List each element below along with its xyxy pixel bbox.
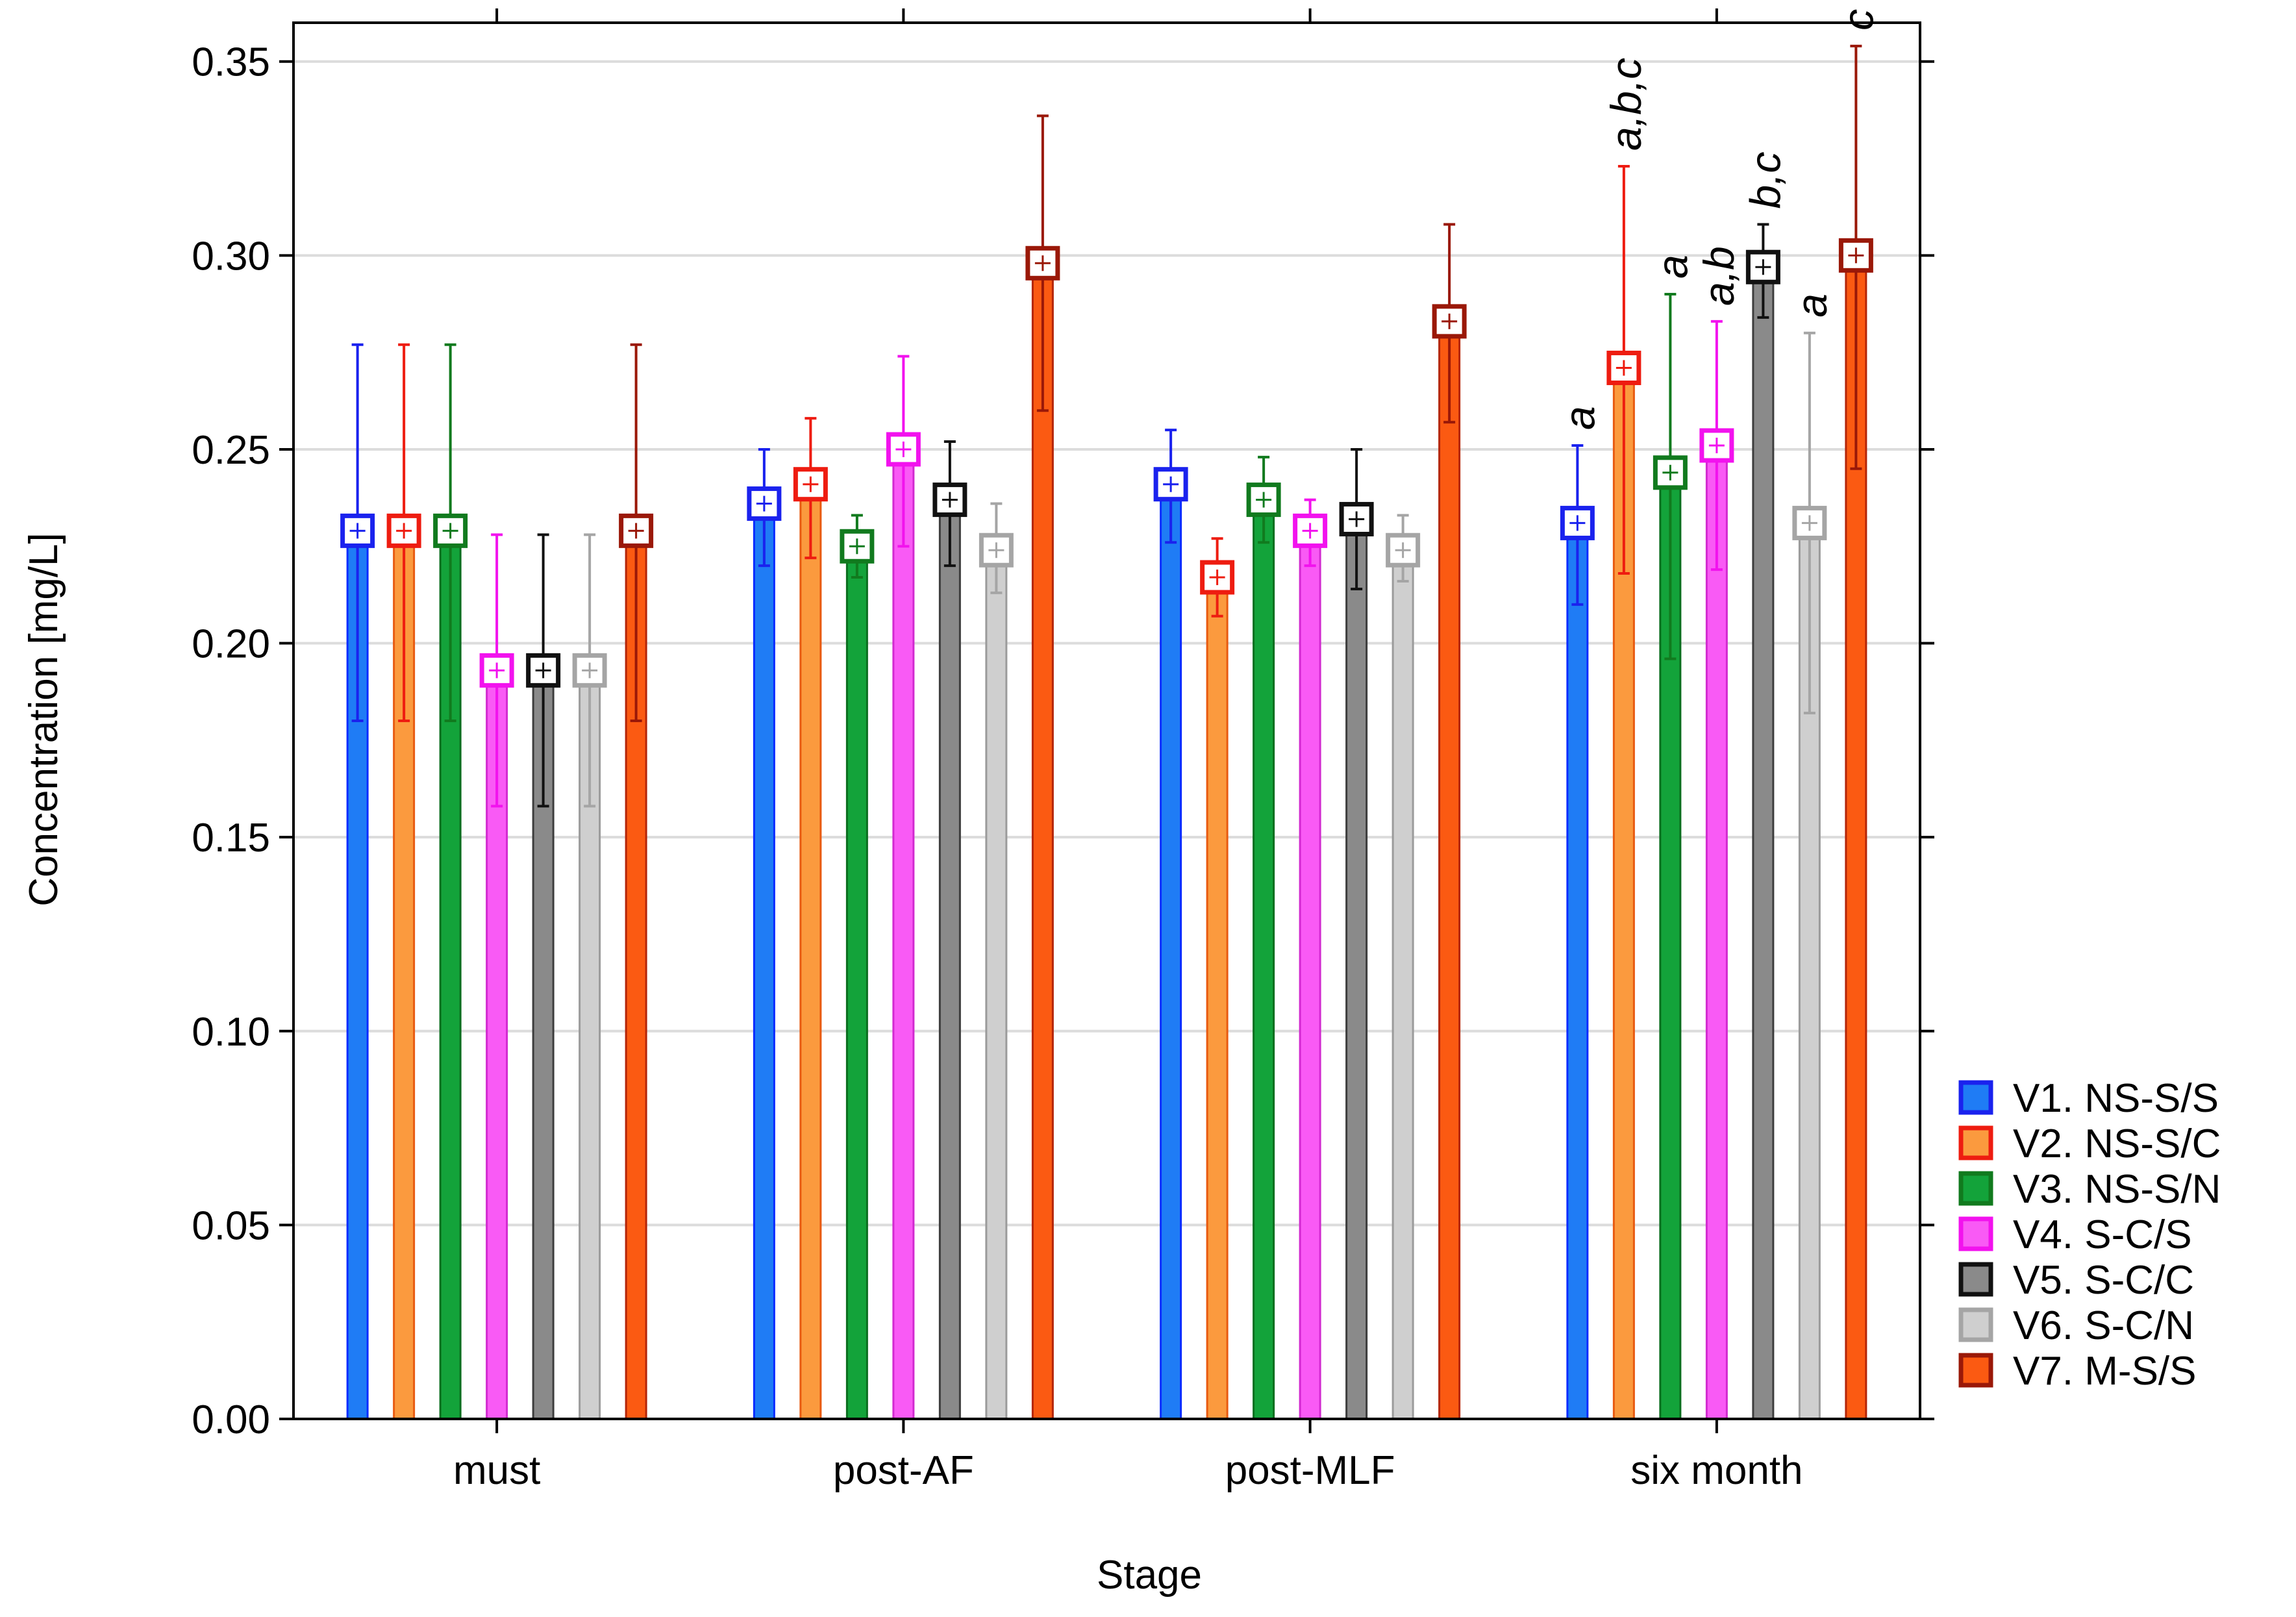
legend-label: V7. M-S/S bbox=[2013, 1349, 2197, 1394]
bar bbox=[845, 545, 868, 1420]
bar bbox=[1206, 576, 1229, 1420]
legend-swatch bbox=[1958, 1080, 1993, 1115]
bar bbox=[1031, 262, 1054, 1420]
annotation-label: a bbox=[1555, 406, 1603, 430]
mean-markers bbox=[340, 238, 1873, 688]
y-tick-label: 0.35 bbox=[192, 40, 270, 85]
legend-label: V2. NS-S/C bbox=[2013, 1122, 2221, 1166]
annotation-label: a bbox=[1648, 255, 1696, 279]
legend: V1. NS-S/SV2. NS-S/CV3. NS-S/NV4. S-C/SV… bbox=[1958, 1076, 2221, 1394]
annotation-label: a bbox=[1788, 294, 1836, 318]
bar bbox=[1299, 529, 1321, 1420]
bar bbox=[1705, 444, 1728, 1420]
legend-label: V6. S-C/N bbox=[2013, 1303, 2194, 1348]
x-tick-label: post-AF bbox=[833, 1448, 974, 1493]
annotation-label: c bbox=[1834, 9, 1882, 31]
y-tick-label: 0.30 bbox=[192, 234, 270, 279]
bar bbox=[1253, 499, 1275, 1420]
annotation-label: b,c bbox=[1741, 152, 1789, 209]
annotation-label: a,b bbox=[1695, 246, 1743, 306]
bar bbox=[1438, 320, 1461, 1420]
bar bbox=[1160, 483, 1182, 1420]
bar bbox=[1752, 266, 1775, 1420]
mean-marker bbox=[932, 483, 967, 518]
x-axis-ticks: must post-AF post-MLF six month bbox=[453, 8, 1803, 1493]
y-tick-label: 0.15 bbox=[192, 816, 270, 860]
legend-swatch bbox=[1958, 1307, 1993, 1342]
legend-label: V1. NS-S/S bbox=[2013, 1076, 2219, 1121]
error-bars bbox=[351, 44, 1862, 808]
x-tick-label: post-MLF bbox=[1225, 1448, 1395, 1493]
mean-marker bbox=[433, 513, 468, 548]
legend-label: V4. S-C/S bbox=[2013, 1212, 2192, 1257]
bar bbox=[1345, 518, 1368, 1420]
bar bbox=[1566, 521, 1589, 1420]
mean-marker bbox=[747, 486, 782, 521]
legend-swatch bbox=[1958, 1125, 1993, 1160]
legend-swatch bbox=[1958, 1353, 1993, 1388]
bar bbox=[799, 483, 822, 1420]
mean-marker bbox=[1653, 455, 1688, 490]
plot-frame bbox=[292, 21, 1921, 1420]
legend-swatch bbox=[1958, 1262, 1993, 1297]
y-tick-label: 0.20 bbox=[192, 622, 270, 667]
y-tick-label: 0.00 bbox=[192, 1398, 270, 1442]
mean-marker bbox=[340, 513, 375, 548]
legend-label: V5. S-C/C bbox=[2013, 1258, 2194, 1303]
x-tick-label: must bbox=[453, 1448, 540, 1493]
y-axis-label: Concentration [mg/L] bbox=[21, 533, 66, 907]
annotation-label: a,b,c bbox=[1602, 58, 1650, 151]
legend-swatch bbox=[1958, 1216, 1993, 1251]
bar bbox=[892, 448, 915, 1420]
gridlines bbox=[293, 60, 1920, 1227]
y-axis-ticks: 0.00 0.05 0.10 0.15 0.20 0.25 0.30 0.35 bbox=[192, 40, 1934, 1442]
mean-marker bbox=[1699, 428, 1734, 463]
bar bbox=[753, 503, 775, 1420]
legend-swatch bbox=[1958, 1171, 1993, 1206]
mean-marker bbox=[1339, 501, 1374, 536]
bar bbox=[938, 499, 961, 1420]
y-tick-label: 0.25 bbox=[192, 428, 270, 473]
y-tick-label: 0.05 bbox=[192, 1203, 270, 1248]
significance-annotations: aa,b,caa,bb,cac bbox=[1555, 9, 1882, 430]
mean-marker bbox=[1200, 560, 1235, 595]
y-tick-label: 0.10 bbox=[192, 1010, 270, 1055]
x-axis-label: Stage bbox=[1097, 1553, 1202, 1598]
x-tick-label: six month bbox=[1630, 1448, 1803, 1493]
bar bbox=[1391, 549, 1414, 1420]
mean-marker bbox=[1293, 513, 1328, 548]
mean-marker bbox=[572, 653, 607, 688]
bar bbox=[985, 549, 1008, 1420]
legend-label: V3. NS-S/N bbox=[2013, 1167, 2221, 1212]
